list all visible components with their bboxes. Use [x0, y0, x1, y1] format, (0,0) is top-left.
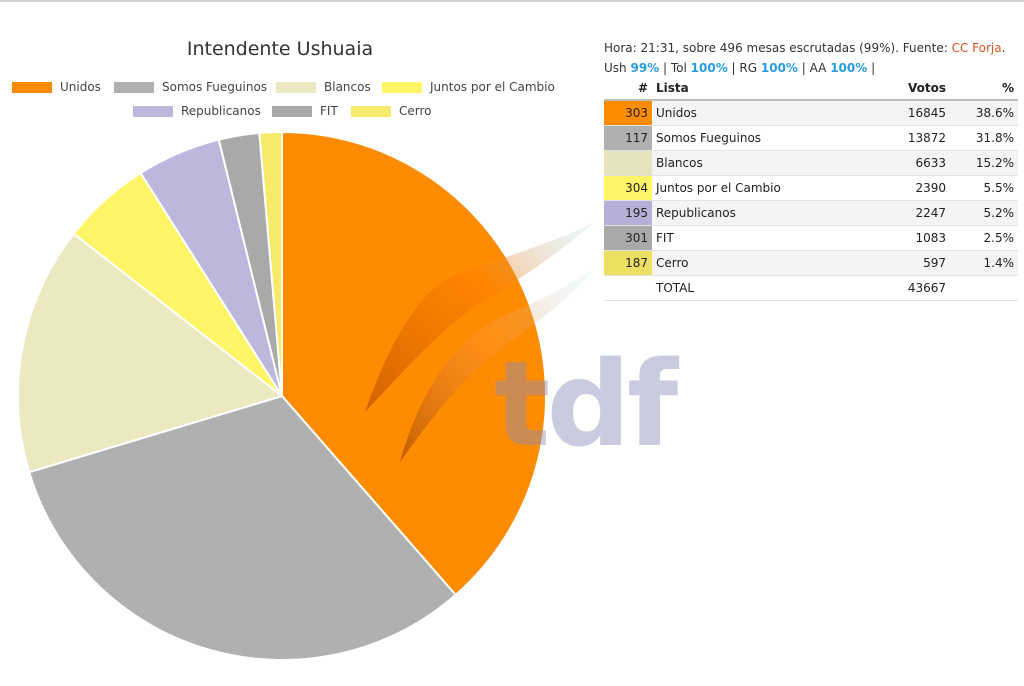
row-votes: 1083 — [832, 225, 950, 251]
row-pct: 5.5% — [950, 175, 1018, 201]
total-pct — [950, 275, 1018, 301]
row-votes: 597 — [832, 250, 950, 276]
legend-item[interactable]: Unidos — [12, 80, 101, 94]
pie-slice-cerro[interactable] — [258, 130, 283, 397]
row-list: Juntos por el Cambio — [652, 175, 832, 201]
top-border — [0, 0, 1024, 2]
region-aa-label: | AA — [797, 61, 831, 75]
region-ush-label: Ush — [604, 61, 631, 75]
row-votes: 13872 — [832, 125, 950, 151]
row-number: 195 — [604, 200, 652, 226]
row-votes: 6633 — [832, 150, 950, 176]
info-line-1: Hora: 21:31, sobre 496 mesas escrutadas … — [604, 38, 1018, 58]
legend-label: Somos Fueguinos — [162, 80, 268, 94]
legend-swatch — [351, 105, 391, 117]
total-votes: 43667 — [832, 275, 950, 301]
results-info: Hora: 21:31, sobre 496 mesas escrutadas … — [604, 38, 1018, 78]
row-pct: 38.6% — [950, 100, 1018, 126]
watermark-text: tdf — [494, 335, 678, 473]
legend-label: Republicanos — [181, 104, 261, 118]
table-total-row: TOTAL 43667 — [604, 275, 1018, 301]
header-list: Lista — [652, 77, 832, 101]
header-votes: Votos — [832, 77, 950, 101]
legend-item[interactable]: FIT — [272, 104, 338, 118]
results-table: # Lista Votos % 303 Unidos 16845 38.6% 117 So… — [604, 77, 1018, 301]
legend-item[interactable]: Republicanos — [133, 104, 261, 118]
region-aa-pct: 100% — [830, 61, 868, 75]
info-line-end: . — [1001, 41, 1006, 55]
row-votes: 2390 — [832, 175, 950, 201]
legend-item[interactable]: Cerro — [351, 104, 432, 118]
row-list: FIT — [652, 225, 832, 251]
pie-chart — [17, 130, 547, 661]
legend-swatch — [114, 81, 154, 93]
region-ush-pct: 99% — [630, 61, 660, 75]
info-line-2: Ush 99% | Tol 100% | RG 100% | AA 100% | — [604, 58, 1018, 78]
row-number: 187 — [604, 250, 652, 276]
legend-label: FIT — [320, 104, 338, 118]
row-list: Somos Fueguinos — [652, 125, 832, 151]
legend-swatch — [133, 105, 173, 117]
region-rg-pct: 100% — [760, 61, 798, 75]
region-tol-pct: 100% — [690, 61, 728, 75]
table-row: 303 Unidos 16845 38.6% — [604, 100, 1018, 126]
table-row: 117 Somos Fueguinos 13872 31.8% — [604, 125, 1018, 151]
legend-swatch — [382, 81, 422, 93]
row-list: Republicanos — [652, 200, 832, 226]
row-list: Unidos — [652, 100, 832, 126]
row-pct: 2.5% — [950, 225, 1018, 251]
total-label: TOTAL — [652, 275, 832, 301]
legend-label: Unidos — [60, 80, 101, 94]
table-header-row: # Lista Votos % — [604, 77, 1018, 101]
total-number — [604, 275, 652, 301]
legend-label: Juntos por el Cambio — [430, 80, 555, 94]
pie-slice-somos-fueguinos[interactable] — [27, 394, 458, 661]
table-row: 187 Cerro 597 1.4% — [604, 250, 1018, 276]
legend-item[interactable]: Blancos — [276, 80, 371, 94]
legend-swatch — [12, 81, 52, 93]
region-rg-label: | RG — [727, 61, 761, 75]
chart-title: Intendente Ushuaia — [186, 38, 374, 60]
row-number: 117 — [604, 125, 652, 151]
table-row: 301 FIT 1083 2.5% — [604, 225, 1018, 251]
header-pct: % — [950, 77, 1018, 101]
row-pct: 1.4% — [950, 250, 1018, 276]
source-link[interactable]: CC Forja — [951, 41, 1002, 55]
row-pct: 15.2% — [950, 150, 1018, 176]
row-votes: 16845 — [832, 100, 950, 126]
table-body: 303 Unidos 16845 38.6% 117 Somos Fueguinos 138… — [604, 100, 1018, 301]
row-pct: 31.8% — [950, 125, 1018, 151]
row-number: 304 — [604, 175, 652, 201]
header-number: # — [604, 77, 652, 101]
row-votes: 2247 — [832, 200, 950, 226]
pie-slice-blancos[interactable] — [17, 232, 285, 474]
table-row: 195 Republicanos 2247 5.2% — [604, 200, 1018, 226]
legend-swatch — [272, 105, 312, 117]
row-pct: 5.2% — [950, 200, 1018, 226]
info-line2-end: | — [867, 61, 876, 75]
legend-item[interactable]: Juntos por el Cambio — [382, 80, 555, 94]
legend-item[interactable]: Somos Fueguinos — [114, 80, 267, 94]
row-number: 303 — [604, 100, 652, 126]
legend-label: Cerro — [399, 104, 432, 118]
table-row: Blancos 6633 15.2% — [604, 150, 1018, 176]
region-tol-label: | Tol — [659, 61, 691, 75]
legend-label: Blancos — [324, 80, 371, 94]
row-number — [604, 150, 652, 176]
legend-swatch — [276, 81, 316, 93]
row-list: Blancos — [652, 150, 832, 176]
row-number: 301 — [604, 225, 652, 251]
row-list: Cerro — [652, 250, 832, 276]
info-time-text: Hora: 21:31, sobre 496 mesas escrutadas … — [604, 41, 952, 55]
table-row: 304 Juntos por el Cambio 2390 5.5% — [604, 175, 1018, 201]
